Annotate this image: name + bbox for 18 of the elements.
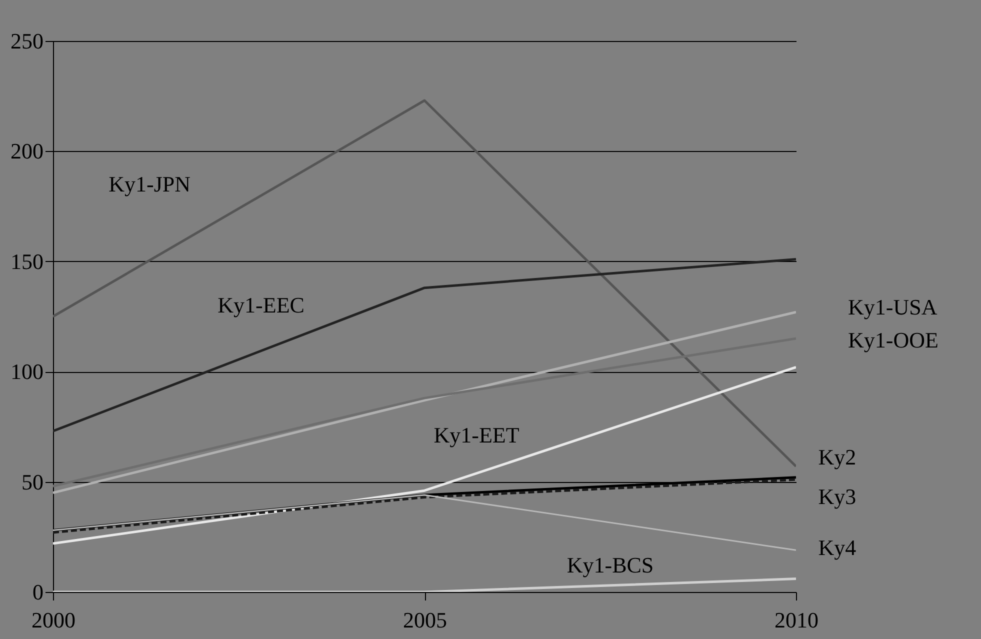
series-label: Ky1-BCS: [566, 552, 654, 578]
x-tick-label: 2005: [403, 608, 447, 632]
series-label: Ky4: [818, 534, 856, 560]
y-tick-label: 100: [10, 359, 44, 384]
series-label: Ky2: [818, 444, 856, 470]
y-tick-label: 250: [10, 28, 44, 54]
y-tick-label: 150: [10, 248, 44, 274]
y-tick-label: 200: [10, 138, 44, 164]
y-tick-label: 50: [22, 469, 44, 494]
text: Ky1-OOE: [848, 328, 938, 353]
y-tick-label: 0: [32, 580, 44, 604]
series-label: Ky1-JPN: [108, 171, 191, 196]
x-tick-label: 2010: [774, 608, 818, 632]
series-label: Ky1-EEC: [218, 292, 304, 318]
series-label: Ky3: [818, 484, 856, 510]
text: Ky1-USA: [848, 294, 938, 320]
series-label: Ky1-EET: [434, 422, 520, 448]
x-tick-label: 2000: [32, 608, 76, 632]
